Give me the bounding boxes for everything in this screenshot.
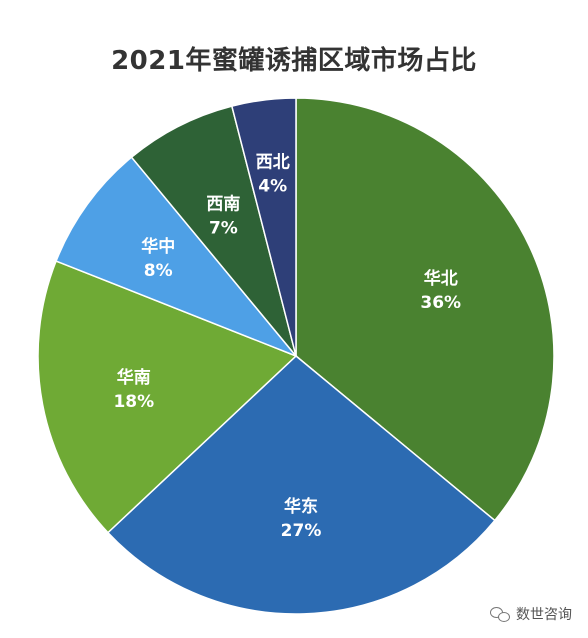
slice-label-2: 华东 [284, 496, 318, 517]
slice-label-5: 西南 [206, 193, 240, 214]
pie-slice-6 [230, 97, 297, 357]
slice-value-5: 7% [209, 218, 238, 238]
pie-slice-3 [37, 260, 298, 534]
pie-slice-1 [295, 97, 555, 522]
slice-value-2: 27% [281, 521, 322, 541]
slice-value-4: 8% [144, 261, 173, 281]
pie-slice-4 [55, 156, 297, 357]
wechat-icon [490, 606, 510, 622]
slice-value-1: 36% [420, 293, 461, 313]
pie-slice-2 [106, 355, 496, 615]
watermark-text: 数世咨询 [516, 607, 572, 623]
slice-label-6: 西北 [256, 153, 290, 173]
pie-slice-5 [130, 105, 297, 357]
chart-title: 2021年蜜罐诱捕区域市场占比 [111, 46, 477, 76]
slice-label-1: 华北 [424, 268, 458, 289]
slice-label-3: 华南 [117, 367, 151, 388]
slice-label-4: 华中 [141, 236, 175, 257]
watermark: 数世咨询 [490, 604, 572, 624]
slice-value-6: 4% [258, 177, 287, 197]
slice-value-3: 18% [113, 392, 154, 412]
